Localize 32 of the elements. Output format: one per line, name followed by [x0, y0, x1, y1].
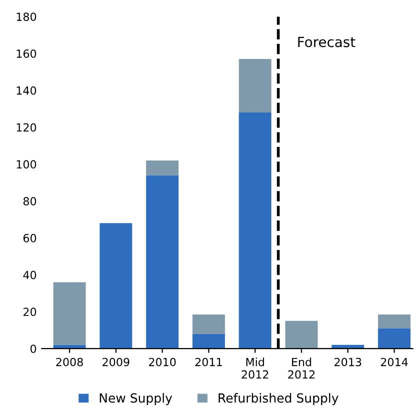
legend-label: Refurbished Supply: [218, 393, 338, 406]
bar: [146, 160, 179, 176]
bar: [146, 175, 179, 349]
annotation: Forecast: [298, 36, 356, 48]
y-tick-label: 20: [24, 308, 36, 316]
bar: [238, 59, 272, 113]
x-tick-label: 2010: [148, 358, 176, 366]
x-tick-label: End 2012: [288, 358, 315, 379]
x-tick-label: Mid 2012: [242, 358, 268, 379]
x-tick-label: 2008: [56, 358, 83, 366]
bar: [53, 282, 86, 345]
bar: [192, 314, 225, 334]
y-tick-label: 120: [16, 123, 36, 132]
y-tick-label: 160: [16, 49, 36, 58]
y-tick-label: 140: [16, 86, 36, 95]
y-tick-label: 180: [16, 12, 36, 21]
x-tick-label: 2011: [195, 358, 222, 366]
y-tick-label: 0: [30, 344, 36, 353]
x-tick-label: 2013: [334, 358, 362, 366]
y-tick-label: 80: [23, 197, 36, 206]
x-tick-label: 2009: [102, 358, 130, 366]
y-tick-label: 100: [16, 160, 36, 169]
y-tick-label: 60: [23, 234, 36, 242]
x-tick-label: 2014: [380, 358, 408, 366]
bar: [378, 328, 411, 349]
bar: [285, 320, 318, 349]
bar: [238, 112, 272, 349]
bar: [192, 334, 225, 349]
bar: [378, 314, 411, 328]
y-tick-label: 40: [23, 270, 36, 280]
bar: [100, 223, 132, 349]
legend-label: New Supply: [100, 393, 172, 406]
